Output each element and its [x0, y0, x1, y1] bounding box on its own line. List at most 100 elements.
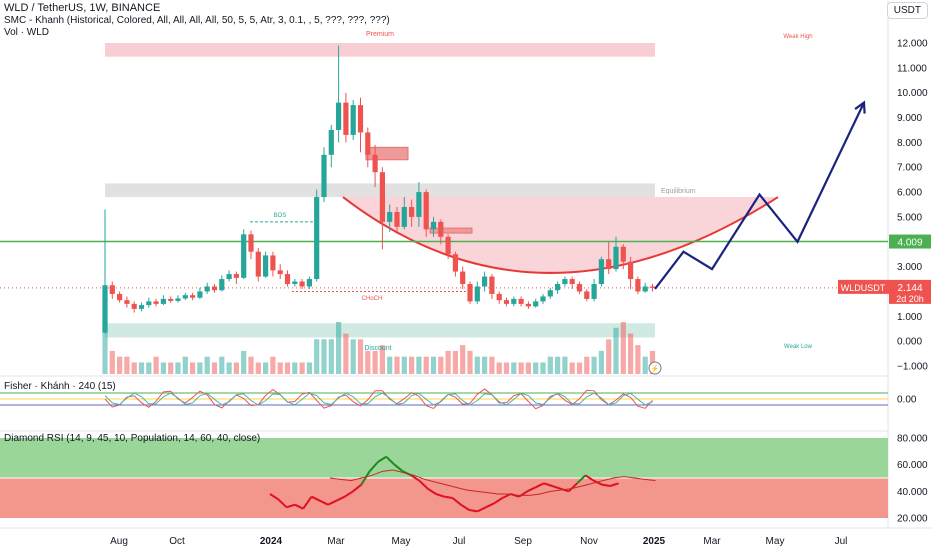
candle-body	[182, 295, 188, 299]
volume-bar	[511, 362, 517, 374]
rsi-line-segment	[460, 503, 470, 511]
candle-body	[270, 255, 276, 271]
volume-bar	[562, 356, 568, 374]
candle-body	[190, 295, 196, 298]
order-block	[365, 146, 409, 161]
candle-body	[540, 296, 546, 302]
time-tick-label: 2025	[643, 536, 666, 547]
candle-body	[598, 259, 604, 285]
time-tick-label: Aug	[110, 536, 128, 547]
volume-bar	[584, 356, 590, 374]
equilibrium-label: Equilibrium	[661, 188, 696, 195]
rsi-line-segment	[535, 482, 545, 489]
candle-body	[562, 279, 568, 285]
volume-bar	[401, 356, 407, 374]
volume-bar	[598, 350, 604, 374]
candle-body	[241, 234, 247, 278]
candle-body	[124, 300, 130, 304]
candle-body	[394, 211, 400, 227]
candle-body	[146, 301, 152, 306]
rsi-line-segment	[319, 499, 329, 506]
candle-body	[211, 286, 218, 291]
rsi-line-segment	[393, 463, 404, 473]
time-tick-label: Nov	[580, 536, 598, 547]
volume-bar	[613, 327, 619, 374]
candle-body	[314, 197, 320, 280]
volume-bar	[204, 356, 210, 374]
volume-bar	[569, 362, 575, 374]
rsi-line-segment	[469, 509, 478, 513]
candle-body	[292, 281, 298, 285]
price-tick-label: 9.000	[897, 113, 922, 124]
symbol-title[interactable]: WLD / TetherUS, 1W, BINANCE	[4, 2, 161, 14]
support-price-badge	[889, 234, 931, 249]
rsi-line-segment	[584, 474, 595, 482]
volume-bar	[533, 362, 539, 374]
candle-body	[321, 154, 327, 198]
price-tick-label: 0.000	[897, 337, 922, 348]
rsi-line-segment	[435, 493, 445, 498]
candle-body	[547, 290, 553, 297]
rsi-line-segment	[368, 461, 379, 472]
volume-bar	[270, 356, 276, 374]
rsi-title: Diamond RSI (14, 9, 45, 10, Population, …	[4, 433, 260, 444]
rsi-line-segment	[344, 490, 354, 498]
time-tick-label: Oct	[169, 536, 185, 547]
volume-bar	[372, 350, 378, 374]
rsi-line-segment	[294, 503, 304, 510]
volume-bar	[547, 356, 553, 374]
volume-indicator-label[interactable]: Vol · WLD	[4, 27, 50, 38]
volume-bar	[628, 333, 634, 374]
volume-bar	[423, 356, 429, 374]
volume-bar	[474, 356, 480, 374]
candle-body	[467, 284, 473, 302]
time-tick-label: Sep	[514, 536, 532, 547]
rsi-line-segment	[327, 499, 337, 506]
candle-body	[328, 129, 334, 155]
currency-button[interactable]: USDT	[886, 2, 928, 19]
candle-body	[642, 286, 648, 292]
rsi-line-segment	[311, 495, 321, 502]
smc-indicator-label[interactable]: SMC - Khanh (Historical, Colored, All, A…	[4, 15, 390, 26]
volume-bar	[409, 356, 415, 374]
volume-bar	[620, 322, 626, 374]
price-tick-label: 3.000	[897, 262, 922, 273]
candle-body	[452, 254, 458, 272]
volume-bar	[328, 339, 334, 374]
volume-bar	[467, 350, 473, 374]
candle-body	[248, 234, 254, 252]
volume-bar	[255, 362, 261, 374]
volume-bar	[591, 356, 597, 374]
curve-fill	[343, 197, 778, 273]
rsi-tick-label: 80.000	[897, 434, 928, 445]
volume-bar	[365, 350, 371, 374]
candle-body	[160, 298, 166, 304]
volume-bar	[109, 350, 115, 374]
volume-bar	[146, 362, 152, 374]
volume-bar	[241, 350, 247, 374]
candle-body	[263, 255, 269, 277]
rsi-tick-label: 60.000	[897, 460, 928, 471]
volume-bar	[555, 356, 561, 374]
candle-body	[591, 284, 597, 299]
time-tick-label: Jul	[453, 536, 466, 547]
candle-body	[474, 286, 480, 302]
price-tick-label: 12.000	[897, 39, 928, 50]
alert-icon	[648, 361, 662, 375]
volume-bar	[518, 362, 524, 374]
symbol-badge-text: WLDUSDT	[841, 283, 886, 293]
rsi-line-segment	[551, 485, 561, 490]
volume-bar	[248, 356, 254, 374]
volume-bar	[160, 362, 166, 374]
price-tick-label: 1.000	[897, 312, 922, 323]
time-tick-label: Mar	[703, 536, 721, 547]
volume-bar	[525, 362, 531, 374]
candle-body	[255, 251, 261, 277]
volume-bar	[416, 356, 422, 374]
volume-bar	[445, 350, 451, 374]
rsi-line-segment	[593, 479, 603, 486]
candle-body	[343, 102, 349, 135]
choch-label: CHoCH	[362, 296, 383, 302]
fisher-trigger-line	[104, 392, 653, 406]
